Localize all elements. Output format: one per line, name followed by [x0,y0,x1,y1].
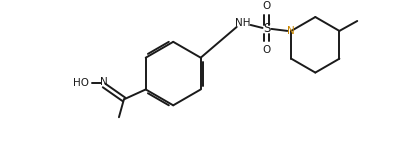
Text: O: O [262,45,271,55]
Text: HO: HO [73,78,89,88]
Text: N: N [288,26,295,36]
Text: N: N [100,77,108,87]
Text: S: S [263,22,270,35]
Text: O: O [262,1,271,11]
Text: NH: NH [235,18,250,28]
